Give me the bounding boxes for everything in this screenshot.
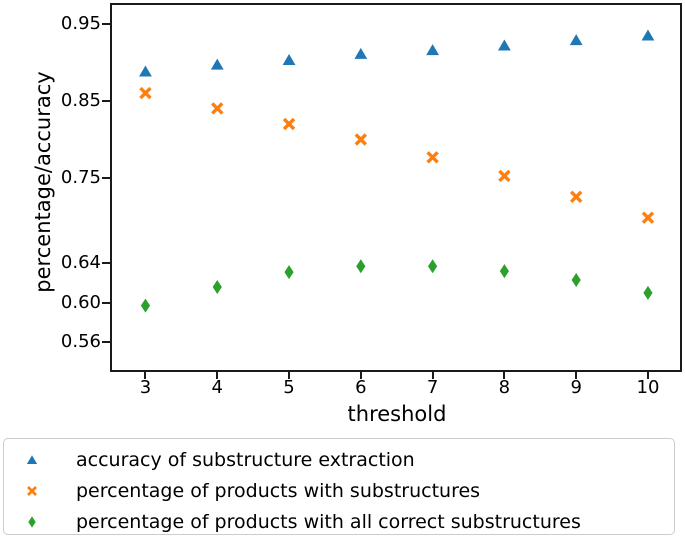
y-tick-label: 0.64 <box>60 252 101 274</box>
x-tick-mark <box>216 371 219 379</box>
x-tick-mark <box>503 371 506 379</box>
y-tick-mark <box>102 22 110 25</box>
x-tick-mark <box>646 371 649 379</box>
x-tick-mark <box>575 371 578 379</box>
legend-item: percentage of products with substructure… <box>4 476 480 506</box>
y-tick-mark <box>102 99 110 102</box>
legend-marker-diamond-icon <box>28 516 36 528</box>
x-tick-label: 7 <box>426 377 439 398</box>
x-tick-mark <box>288 371 291 379</box>
legend-item-label: percentage of products with substructure… <box>76 480 481 502</box>
legend-marker-x-icon <box>27 486 37 496</box>
y-tick-label: 0.56 <box>60 330 101 352</box>
plot-area <box>110 3 682 372</box>
y-tick-mark <box>102 340 110 343</box>
x-tick-label: 4 <box>211 377 223 398</box>
y-tick-label: 0.60 <box>60 291 101 313</box>
y-tick-mark <box>102 262 110 265</box>
y-tick-label: 0.85 <box>60 89 101 111</box>
x-tick-label: 6 <box>355 377 367 398</box>
y-tick-label: 0.75 <box>60 167 101 189</box>
y-tick-mark <box>102 177 110 180</box>
legend-item: percentage of products with all correct … <box>4 507 581 537</box>
x-tick-label: 8 <box>498 377 511 398</box>
x-tick-mark <box>359 371 362 379</box>
x-tick-label: 3 <box>139 377 152 398</box>
legend-marker-triangle-icon <box>26 455 38 464</box>
x-tick-label: 5 <box>283 377 295 398</box>
y-tick-label: 0.95 <box>60 12 101 34</box>
legend-item: accuracy of substructure extraction <box>4 445 415 475</box>
x-tick-label: 10 <box>636 377 660 398</box>
x-axis-label: threshold <box>347 402 447 426</box>
y-axis-label: percentage/accuracy <box>31 71 55 293</box>
x-tick-label: 9 <box>570 377 582 398</box>
legend: accuracy of substructure extraction perc… <box>3 438 675 535</box>
x-tick-mark <box>431 371 434 379</box>
legend-item-label: percentage of products with all correct … <box>76 511 581 533</box>
x-tick-mark <box>144 371 147 379</box>
y-tick-mark <box>102 301 110 304</box>
legend-item-label: accuracy of substructure extraction <box>76 449 415 471</box>
